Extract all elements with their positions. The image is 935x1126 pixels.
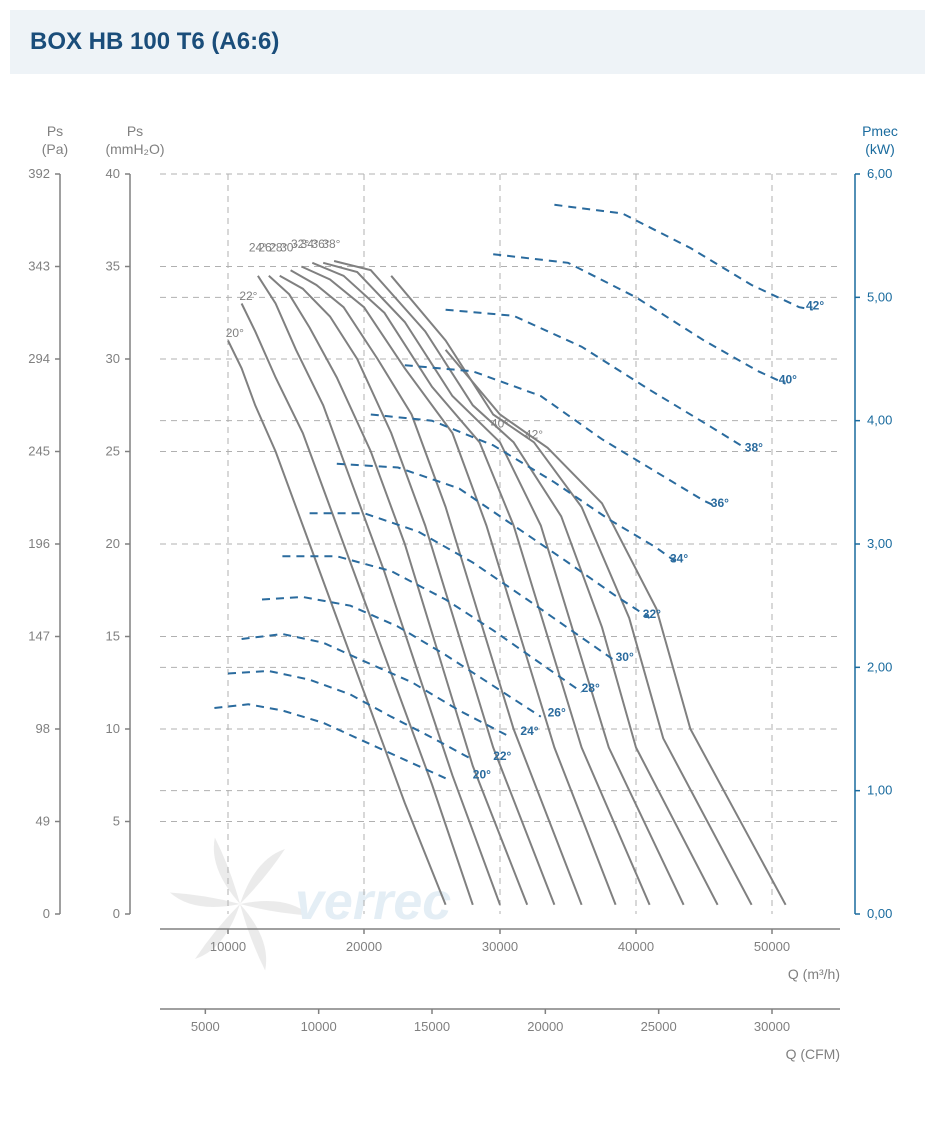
svg-text:20000: 20000: [527, 1019, 563, 1034]
svg-text:40: 40: [106, 166, 120, 181]
svg-text:147: 147: [28, 629, 50, 644]
svg-text:22°: 22°: [493, 749, 511, 763]
svg-text:40°: 40°: [779, 373, 797, 387]
svg-text:(mmH₂O): (mmH₂O): [105, 141, 164, 157]
svg-text:0: 0: [113, 906, 120, 921]
svg-text:22°: 22°: [239, 289, 257, 303]
svg-text:30°: 30°: [616, 650, 634, 664]
svg-text:30: 30: [106, 351, 120, 366]
svg-text:0: 0: [43, 906, 50, 921]
svg-text:Q (CFM): Q (CFM): [786, 1046, 840, 1062]
svg-text:196: 196: [28, 536, 50, 551]
svg-text:24°: 24°: [520, 724, 538, 738]
svg-text:20000: 20000: [346, 939, 382, 954]
svg-text:30000: 30000: [482, 939, 518, 954]
svg-text:(kW): (kW): [865, 141, 895, 157]
svg-text:392: 392: [28, 166, 50, 181]
svg-text:34°: 34°: [670, 552, 688, 566]
svg-text:1,00: 1,00: [867, 783, 892, 798]
svg-text:343: 343: [28, 259, 50, 274]
svg-text:25: 25: [106, 444, 120, 459]
svg-text:15: 15: [106, 629, 120, 644]
svg-text:42°: 42°: [806, 299, 824, 313]
svg-text:20°: 20°: [473, 767, 491, 781]
svg-text:10: 10: [106, 721, 120, 736]
svg-text:Q (m³/h): Q (m³/h): [788, 966, 840, 982]
svg-text:(Pa): (Pa): [42, 141, 68, 157]
svg-text:4,00: 4,00: [867, 413, 892, 428]
svg-text:32°: 32°: [643, 607, 661, 621]
svg-text:5000: 5000: [191, 1019, 220, 1034]
svg-text:36°: 36°: [711, 496, 729, 510]
svg-text:20°: 20°: [226, 326, 244, 340]
svg-text:42°: 42°: [525, 428, 543, 442]
svg-text:26°: 26°: [548, 706, 566, 720]
svg-text:5,00: 5,00: [867, 289, 892, 304]
svg-text:10000: 10000: [301, 1019, 337, 1034]
svg-text:25000: 25000: [641, 1019, 677, 1034]
svg-text:30000: 30000: [754, 1019, 790, 1034]
svg-text:40000: 40000: [618, 939, 654, 954]
svg-text:verrec: verrec: [295, 873, 451, 931]
svg-text:28°: 28°: [582, 681, 600, 695]
svg-text:2,00: 2,00: [867, 659, 892, 674]
chart-title: BOX HB 100 T6 (A6:6): [30, 28, 905, 56]
svg-text:294: 294: [28, 351, 50, 366]
svg-text:50000: 50000: [754, 939, 790, 954]
fan-performance-chart: verrec Ps (Pa) 0 49 98 147 196 245 294 343 392 Ps (mm…: [10, 94, 925, 1114]
svg-text:20: 20: [106, 536, 120, 551]
svg-text:Ps: Ps: [47, 123, 63, 139]
svg-text:38°: 38°: [322, 237, 340, 251]
svg-text:6,00: 6,00: [867, 166, 892, 181]
svg-text:245: 245: [28, 444, 50, 459]
svg-text:Ps: Ps: [127, 123, 143, 139]
svg-text:3,00: 3,00: [867, 536, 892, 551]
svg-text:Pmec: Pmec: [862, 123, 898, 139]
svg-text:35: 35: [106, 259, 120, 274]
svg-text:10000: 10000: [210, 939, 246, 954]
svg-text:49: 49: [36, 814, 50, 829]
svg-text:15000: 15000: [414, 1019, 450, 1034]
svg-text:98: 98: [36, 721, 50, 736]
svg-text:5: 5: [113, 814, 120, 829]
svg-text:0,00: 0,00: [867, 906, 892, 921]
svg-text:38°: 38°: [745, 441, 763, 455]
